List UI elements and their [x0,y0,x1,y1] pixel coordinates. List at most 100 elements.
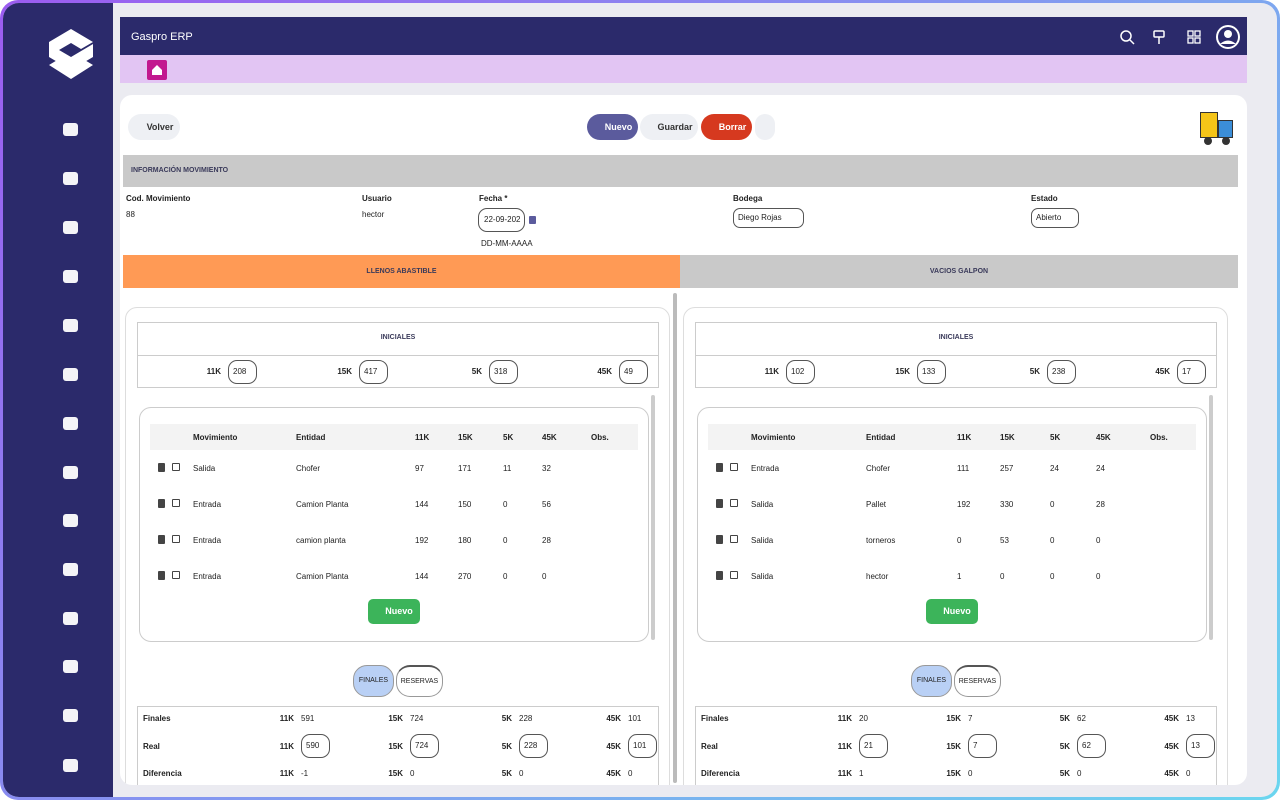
summary-item-label: 11K [279,769,294,778]
field-label: Usuario [362,194,392,203]
table-cell: 0 [503,572,508,581]
table-cell: 0 [1050,500,1055,509]
summary-label: Diferencia [143,769,182,778]
home-button[interactable] [147,60,167,80]
delete-icon[interactable] [716,571,723,580]
initials-title: INICIALES [380,334,416,341]
tab[interactable]: VACIOS GALPON [680,255,1238,288]
edit-icon[interactable] [730,535,738,543]
initial-input[interactable]: 318 [489,360,518,384]
movements-box [139,407,649,642]
summary-input[interactable]: 21 [859,734,888,758]
inner-scrollbar [651,395,655,640]
date-input[interactable]: 22-09-202 [478,208,525,232]
summary-input[interactable]: 590 [301,734,330,758]
save-button[interactable]: Guardar [640,114,698,140]
nav-icon[interactable] [63,612,78,625]
summary-input[interactable]: 228 [519,734,548,758]
truck-wheel [1204,137,1212,145]
tab[interactable]: LLENOS ABASTIBLE [123,255,680,288]
inner-scrollbar [1209,395,1213,640]
summary-item-label: 15K [946,742,961,751]
nav-icon[interactable] [63,660,78,673]
column-header: Movimiento [193,433,238,442]
apps-icon[interactable] [1187,30,1201,44]
summary-input[interactable]: 62 [1077,734,1106,758]
edit-icon[interactable] [730,571,738,579]
summary-label: Finales [701,714,729,723]
table-header [708,424,1196,450]
column-header: 11K [415,433,430,442]
nav-icon[interactable] [63,368,78,381]
toggle-button[interactable]: FINALES [353,665,394,697]
theme-icon[interactable] [1153,30,1165,44]
table-cell: 0 [1050,572,1055,581]
table-cell: 0 [503,536,508,545]
delete-icon[interactable] [716,499,723,508]
nav-icon[interactable] [63,417,78,430]
divider [137,355,659,356]
nav-icon[interactable] [63,563,78,576]
summary-item-label: 45K [606,714,621,723]
edit-icon[interactable] [172,463,180,471]
edit-icon[interactable] [172,571,180,579]
calendar-icon[interactable] [529,216,536,224]
initial-input[interactable]: 208 [228,360,257,384]
refresh-button[interactable] [755,114,775,140]
nav-icon[interactable] [63,759,78,772]
toggle-button[interactable]: RESERVAS [396,665,443,697]
nav-icon[interactable] [63,319,78,332]
nav-icon[interactable] [63,466,78,479]
nav-icon[interactable] [63,514,78,527]
nav-icon[interactable] [63,270,78,283]
delete-button[interactable]: Borrar [701,114,752,140]
toggle-button[interactable]: RESERVAS [954,665,1001,697]
initial-input[interactable]: 133 [917,360,946,384]
toggle-button[interactable]: FINALES [911,665,952,697]
summary-input[interactable]: 13 [1186,734,1215,758]
column-header: 5K [503,433,514,442]
initial-input[interactable]: 417 [359,360,388,384]
new-button[interactable]: Nuevo [587,114,638,140]
add-button[interactable]: Nuevo [368,599,420,624]
add-button[interactable]: Nuevo [926,599,978,624]
edit-icon[interactable] [172,499,180,507]
nav-icon[interactable] [63,172,78,185]
delete-icon[interactable] [158,571,165,580]
status-select[interactable]: Abierto [1031,208,1079,228]
edit-icon[interactable] [172,535,180,543]
summary-input[interactable]: 724 [410,734,439,758]
summary-input[interactable]: 101 [628,734,657,758]
initial-input[interactable]: 17 [1177,360,1206,384]
nav-icon[interactable] [63,709,78,722]
initial-input[interactable]: 102 [786,360,815,384]
initial-input[interactable]: 238 [1047,360,1076,384]
delete-icon[interactable] [158,499,165,508]
delete-icon[interactable] [716,463,723,472]
nav-icon[interactable] [63,123,78,136]
search-icon[interactable] [1120,30,1135,45]
table-cell: Salida [193,464,216,473]
table-cell: 56 [542,500,551,509]
edit-icon[interactable] [730,499,738,507]
field-label: Fecha * [479,194,508,203]
summary-item-label: 45K [1164,742,1179,751]
avatar[interactable] [1216,25,1240,49]
summary-value: 1 [859,769,864,778]
column-header: Entidad [296,433,326,442]
delete-icon[interactable] [158,535,165,544]
back-button[interactable]: Volver [128,114,180,140]
edit-icon[interactable] [730,463,738,471]
summary-label: Real [143,742,160,751]
column-header: 15K [1000,433,1015,442]
nav-icon[interactable] [63,221,78,234]
warehouse-select[interactable]: Diego Rojas [733,208,804,228]
initial-label: 11K [764,367,779,376]
table-cell: Entrada [193,572,222,581]
delete-icon[interactable] [716,535,723,544]
summary-input[interactable]: 7 [968,734,997,758]
delete-icon[interactable] [158,463,165,472]
initial-input[interactable]: 49 [619,360,648,384]
column-header: Entidad [866,433,896,442]
field-label: Estado [1031,194,1058,203]
